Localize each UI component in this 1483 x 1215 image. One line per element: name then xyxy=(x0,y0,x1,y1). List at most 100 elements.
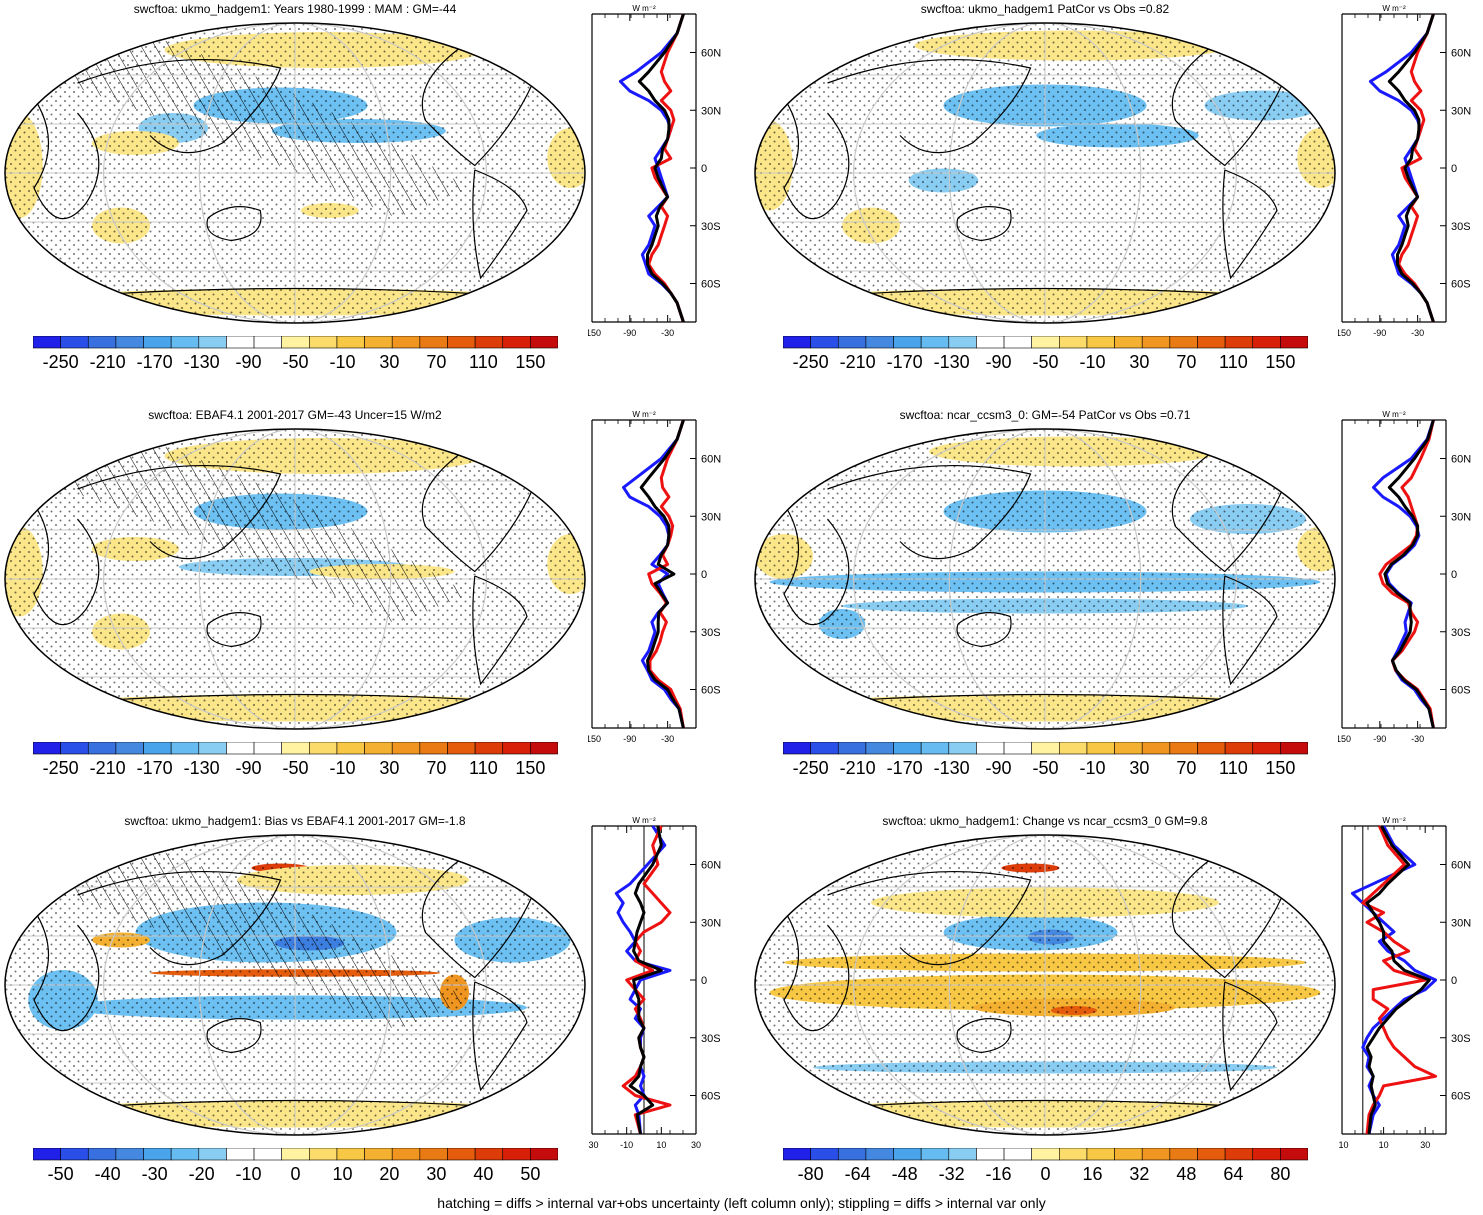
colorbar-label: 70 xyxy=(1176,352,1197,372)
colorbar-swatch xyxy=(309,1148,338,1161)
map-border xyxy=(4,428,586,730)
profile-line-red xyxy=(1397,13,1435,323)
x-tick-label: 10 xyxy=(1379,1140,1389,1150)
profile-plot: 60N 30N 0 30S 60S -150 -90 -30 W m⁻² xyxy=(1338,4,1471,338)
coastline xyxy=(421,857,534,979)
colorbar xyxy=(33,336,558,349)
profile-line-red xyxy=(1361,825,1438,1135)
x-tick-label: -10 xyxy=(1338,1140,1349,1150)
x-tick-label: -30 xyxy=(661,734,674,744)
profile-line-black xyxy=(1387,13,1435,323)
map-border xyxy=(754,22,1336,324)
world-map xyxy=(754,22,1336,324)
colorbar-swatch xyxy=(1141,1148,1171,1161)
colorbar-swatch xyxy=(783,742,811,755)
lat-tick-label: 60S xyxy=(701,1091,721,1103)
colorbar-label: -10 xyxy=(235,1164,262,1184)
colorbar-swatch xyxy=(1252,742,1281,755)
panel-model-mean: swcftoa: ukmo_hadgem1: Years 1980-1999 :… xyxy=(0,0,721,400)
colorbar-swatch xyxy=(810,1148,839,1161)
coastline xyxy=(827,871,1032,966)
colorbar-label: -130 xyxy=(933,758,970,778)
coastline xyxy=(827,287,1263,297)
colorbar-label: 150 xyxy=(515,758,546,778)
colorbar-labels: -80 -64 -48 -32 -16 0 16 32 48 64 80 xyxy=(783,1164,1308,1188)
profile-line-blue xyxy=(1372,419,1435,729)
coastline xyxy=(956,612,1012,648)
coastline xyxy=(956,1018,1012,1054)
colorbar-label: -50 xyxy=(282,758,309,778)
colorbar-label: -170 xyxy=(886,758,923,778)
colorbar xyxy=(783,336,1308,349)
coastline xyxy=(1171,451,1284,573)
colorbar-label: -48 xyxy=(891,1164,918,1184)
profile-line-black xyxy=(1365,825,1431,1135)
colorbar-swatch xyxy=(837,1148,867,1161)
colorbar-label: 30 xyxy=(426,1164,447,1184)
world-map xyxy=(4,834,586,1136)
colorbar-swatch xyxy=(143,1148,172,1161)
colorbar-label: -90 xyxy=(235,352,262,372)
colorbar-label: 0 xyxy=(290,1164,301,1184)
colorbar-swatch xyxy=(33,336,61,349)
lat-tick-label: 30N xyxy=(1451,511,1471,523)
colorbar-swatch xyxy=(1197,742,1226,755)
colorbar-labels: -250 -210 -170 -130 -90 -50 -10 30 70 110 150 xyxy=(33,352,558,376)
colorbar-label: 0 xyxy=(1040,1164,1051,1184)
lat-tick-label: 30S xyxy=(1451,221,1471,233)
colorbar-swatch xyxy=(1114,336,1143,349)
x-tick-label: -30 xyxy=(661,328,674,338)
colorbar-swatch xyxy=(920,1148,950,1161)
colorbar-label: 30 xyxy=(379,758,400,778)
colorbar-swatch xyxy=(364,336,393,349)
lat-tick-label: 30N xyxy=(701,917,721,929)
colorbar-label: -90 xyxy=(235,758,262,778)
colorbar-swatch xyxy=(530,742,558,755)
colorbar-swatch xyxy=(502,742,531,755)
colorbar-swatch xyxy=(474,1148,504,1161)
coastline xyxy=(783,97,850,220)
world-map xyxy=(754,428,1336,730)
colorbar-swatch xyxy=(115,336,144,349)
colorbar-labels: -250 -210 -170 -130 -90 -50 -10 30 70 110 150 xyxy=(783,352,1308,376)
colorbar-swatch xyxy=(60,336,89,349)
colorbar-swatch xyxy=(1141,742,1171,755)
colorbar-label: 50 xyxy=(520,1164,541,1184)
lat-tick-label: 60N xyxy=(701,48,721,60)
colorbar-label: -64 xyxy=(844,1164,871,1184)
colorbar-swatch xyxy=(391,742,421,755)
lat-tick-label: 30S xyxy=(1451,1033,1471,1045)
lat-tick-label: 0 xyxy=(1451,163,1457,175)
colorbar-swatch xyxy=(170,336,200,349)
colorbar-swatch xyxy=(1224,1148,1254,1161)
panel-title: swcftoa: ukmo_hadgem1: Change vs ncar_cc… xyxy=(882,814,1208,828)
coastline xyxy=(33,909,100,1032)
colorbar-label: -32 xyxy=(938,1164,965,1184)
colorbar-label: -10 xyxy=(1079,352,1106,372)
x-tick-label: -150 xyxy=(1338,734,1351,744)
lat-tick-label: 60S xyxy=(1451,685,1471,697)
colorbar-swatch xyxy=(309,336,338,349)
colorbar-swatch xyxy=(1197,336,1226,349)
colorbar-swatch xyxy=(253,1148,282,1161)
colorbar-swatch xyxy=(1169,336,1198,349)
colorbar-swatch xyxy=(783,1148,811,1161)
x-tick-label: -150 xyxy=(588,734,601,744)
colorbar-swatch xyxy=(391,1148,421,1161)
zonal-profile: 60N 30N 0 30S 60S -150 -90 -30 W m⁻² xyxy=(1338,4,1471,338)
panel-title: swcftoa: ukmo_hadgem1: Bias vs EBAF4.1 2… xyxy=(124,814,466,828)
profile-line-blue xyxy=(618,13,685,323)
colorbar-swatch xyxy=(1252,1148,1281,1161)
colorbar-label: -130 xyxy=(933,352,970,372)
coastline xyxy=(77,465,282,560)
colorbar-svg xyxy=(33,742,558,755)
colorbar-swatch xyxy=(1224,742,1254,755)
colorbar-swatch xyxy=(865,336,894,349)
colorbar-swatch xyxy=(1169,742,1198,755)
colorbar-swatch xyxy=(1141,336,1171,349)
panel-model-patcor: swcftoa: ukmo_hadgem1 PatCor vs Obs =0.8… xyxy=(750,0,1471,400)
colorbar-labels: -50 -40 -30 -20 -10 0 10 20 30 40 50 xyxy=(33,1164,558,1188)
colorbar-swatch xyxy=(33,742,61,755)
colorbar-swatch xyxy=(1003,1148,1032,1161)
colorbar-swatch xyxy=(530,1148,558,1161)
